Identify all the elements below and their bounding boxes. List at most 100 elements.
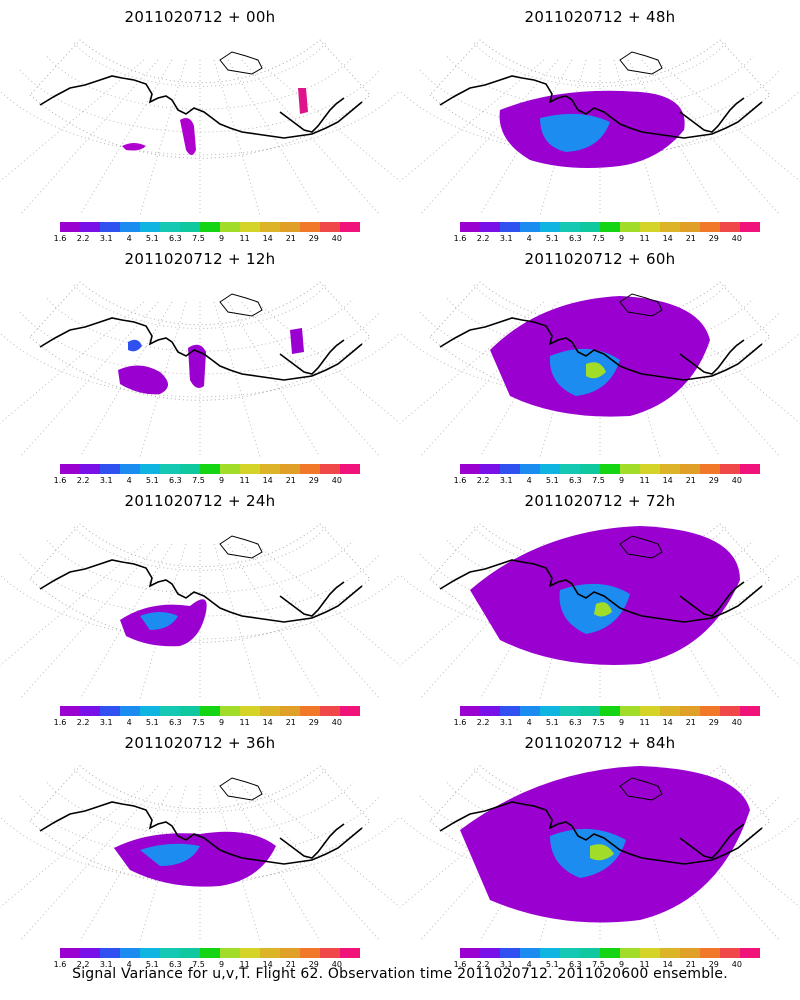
panel-title: 2011020712 + 24h (124, 492, 276, 510)
colorbar-tick-label: 9 (218, 960, 225, 969)
colorbar-swatch (560, 464, 580, 474)
polar-map (400, 39, 800, 216)
colorbar-tick-label: 5.1 (545, 476, 559, 485)
colorbar-tick-label: 7.5 (192, 960, 205, 969)
graticule-meridian (19, 543, 159, 700)
colorbar-tick-label: 29 (308, 960, 319, 969)
colorbar (60, 948, 360, 958)
colorbar-swatch (80, 948, 100, 958)
variance-field (140, 843, 200, 866)
colorbar-tick-label: 4 (126, 718, 132, 727)
colorbar-swatch (660, 706, 680, 716)
colorbar-swatch (740, 464, 760, 474)
colorbar-swatch (620, 222, 640, 232)
colorbar-swatch (540, 948, 560, 958)
colorbar-tick-label: 11 (639, 960, 650, 969)
coastline (679, 97, 745, 133)
colorbar-swatch (480, 222, 500, 232)
colorbar-swatch (740, 222, 760, 232)
colorbar-swatch (120, 948, 140, 958)
graticule-meridian (419, 543, 559, 700)
colorbar-swatch (500, 706, 520, 716)
colorbar-swatch (80, 222, 100, 232)
polar-map (0, 281, 400, 458)
variance-field (188, 344, 206, 388)
colorbar-swatch (460, 222, 480, 232)
coastline (619, 293, 663, 317)
colorbar-swatch (580, 222, 600, 232)
colorbar-swatch (460, 948, 480, 958)
colorbar-tick-label: 14 (662, 960, 673, 969)
graticule-meridian (255, 543, 400, 666)
colorbar-swatch (280, 464, 300, 474)
colorbar-swatch (60, 222, 80, 232)
colorbar-tick-label: 7.5 (592, 234, 605, 243)
panel-title: 2011020712 + 60h (524, 250, 676, 268)
colorbar-swatch (640, 948, 660, 958)
colorbar-swatch (700, 464, 720, 474)
colorbar-swatch (500, 948, 520, 958)
colorbar-tick-label: 14 (262, 476, 273, 485)
colorbar (60, 706, 360, 716)
colorbar-tick-label: 6.3 (569, 718, 582, 727)
colorbar-tick-label: 11 (239, 960, 250, 969)
colorbar-tick-label: 1.6 (453, 476, 467, 485)
colorbar-tick-label: 2.2 (476, 234, 490, 243)
colorbar-swatch (480, 706, 500, 716)
colorbar-labels: 1.6 2.2 3.1 4 5.1 6.3 7.5 9 11 14 21 29 40 (54, 476, 360, 486)
colorbar-swatch (520, 222, 540, 232)
variance-field (128, 339, 142, 352)
colorbar-swatch (340, 948, 360, 958)
colorbar-swatch (340, 464, 360, 474)
colorbar-swatch (220, 222, 240, 232)
colorbar-swatch (260, 222, 280, 232)
colorbar-swatch (240, 222, 260, 232)
coastline (439, 317, 763, 381)
graticule-meridian (641, 59, 781, 216)
colorbar-tick-label: 4 (126, 960, 132, 969)
colorbar-swatch (560, 222, 580, 232)
colorbar (460, 464, 760, 474)
colorbar-swatch (120, 706, 140, 716)
colorbar-labels: 1.6 2.2 3.1 4 5.1 6.3 7.5 9 11 14 21 29 40 (454, 960, 760, 970)
colorbar-swatch (720, 706, 740, 716)
coastline (619, 535, 663, 559)
colorbar-tick-label: 7.5 (192, 718, 205, 727)
colorbar-swatch (60, 706, 80, 716)
panel-title: 2011020712 + 12h (124, 250, 276, 268)
colorbar-tick-label: 9 (618, 718, 625, 727)
colorbar-swatch (180, 222, 200, 232)
colorbar-tick-label: 3.1 (499, 234, 513, 243)
graticule-meridian (241, 543, 381, 700)
colorbar-tick-label: 29 (708, 476, 719, 485)
graticule-meridian (400, 301, 545, 424)
colorbar-tick-label: 14 (662, 718, 673, 727)
colorbar-tick-label: 21 (285, 234, 296, 243)
colorbar-swatch (240, 948, 260, 958)
panel-title: 2011020712 + 72h (524, 492, 676, 510)
graticule-arc (73, 284, 327, 329)
colorbar-swatch (460, 464, 480, 474)
colorbar-tick-label: 29 (308, 718, 319, 727)
colorbar-swatch (320, 222, 340, 232)
colorbar-tick-label: 1.6 (453, 718, 467, 727)
colorbar-tick-label: 9 (218, 234, 225, 243)
colorbar-tick-label: 7.5 (592, 960, 605, 969)
colorbar-tick-label: 4 (526, 476, 532, 485)
graticule-meridian (655, 59, 800, 182)
colorbar-swatch (160, 464, 180, 474)
colorbar-tick-label: 1.6 (453, 234, 467, 243)
colorbar-swatch (220, 464, 240, 474)
colorbar-swatch (540, 222, 560, 232)
colorbar-tick-label: 40 (731, 718, 742, 727)
coastline (279, 581, 345, 617)
map-panel: 2011020712 + 24h 1.6 2.2 3.1 4 5.1 6.3 7.5 9 11 14… (0, 484, 400, 727)
map-panel: 2011020712 + 60h 1.6 2.2 3.1 4 5.1 6.3 7.5 9 11 14… (400, 242, 800, 485)
graticule-meridian (213, 543, 261, 700)
colorbar (60, 222, 360, 232)
colorbar-swatch (660, 464, 680, 474)
colorbar-tick-label: 2.2 (76, 718, 90, 727)
coastline (679, 581, 745, 617)
colorbar-swatch (580, 948, 600, 958)
coastline (39, 75, 363, 139)
